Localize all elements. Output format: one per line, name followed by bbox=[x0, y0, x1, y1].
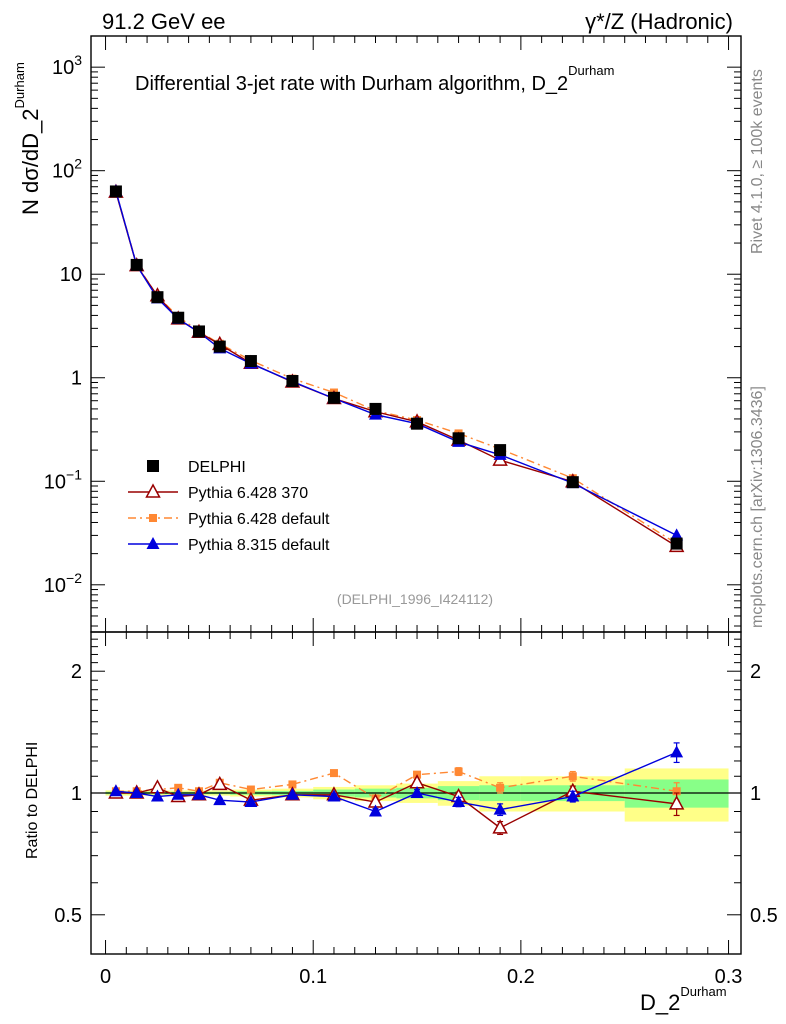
legend-marker bbox=[145, 483, 161, 498]
ratio-point-p8_default bbox=[410, 786, 424, 798]
ratio-point-p8_default bbox=[192, 787, 206, 800]
ratio-point-p8_default bbox=[285, 787, 299, 800]
ratio-point-p8_default bbox=[109, 784, 123, 797]
x-tick-label: 0.1 bbox=[299, 966, 327, 988]
main-y-axis-label-main: N dσ/dD_2 bbox=[18, 108, 43, 215]
ratio-point-p6_default bbox=[568, 772, 577, 781]
x-tick-label: 0 bbox=[100, 966, 111, 988]
data-point-data bbox=[213, 340, 226, 353]
ratio-point-p8_default bbox=[244, 795, 258, 808]
data-point-data bbox=[327, 391, 340, 404]
ratio-point-p6_default bbox=[329, 769, 338, 778]
ratio-point-p8_default bbox=[213, 793, 227, 806]
ratio-point-p8_default bbox=[493, 802, 507, 815]
ratio-y-tick-label-left: 2 bbox=[71, 661, 82, 683]
data-point-data bbox=[411, 417, 424, 430]
legend-item-data: DELPHI bbox=[147, 459, 246, 476]
data-point-data bbox=[172, 311, 185, 324]
data-point-p8_default bbox=[670, 528, 684, 541]
data-point-data bbox=[130, 258, 143, 271]
ratio-y-axis-label: Ratio to DELPHI bbox=[24, 742, 41, 859]
ratio-plot-panel: 2 2 1 1 0.5 0.5 0 0.1 0.2 0.3 Ratio to DELPHI D_… bbox=[24, 631, 778, 1015]
legend-marker bbox=[149, 514, 157, 522]
rivet-version-label: Rivet 4.1.0, ≥ 100k events bbox=[749, 69, 766, 254]
ratio-y-axis: 2 2 1 1 0.5 0.5 bbox=[54, 631, 778, 955]
ratio-point-p8_default bbox=[171, 787, 185, 800]
ratio-y-tick-label-right: 0.5 bbox=[750, 905, 778, 927]
ratio-y-tick-label-right: 2 bbox=[750, 661, 761, 683]
x-axis-label: D_2Durham bbox=[640, 984, 727, 1015]
ratio-point-p8_default bbox=[150, 789, 164, 802]
y-tick-label: 103 bbox=[52, 52, 82, 79]
analysis-id-watermark: (DELPHI_1996_I424112) bbox=[337, 591, 493, 607]
header-process-label: γ*/Z (Hadronic) bbox=[585, 9, 733, 34]
data-point-data bbox=[109, 185, 122, 198]
legend-label: Pythia 8.315 default bbox=[188, 537, 330, 554]
main-plot-title-main: Differential 3-jet rate with Durham algo… bbox=[135, 73, 568, 95]
mcplots-label: mcplots.cern.ch [arXiv:1306.3436] bbox=[749, 386, 766, 628]
main-plot-title: Differential 3-jet rate with Durham algo… bbox=[135, 63, 614, 95]
data-point-data bbox=[369, 402, 382, 415]
data-point-data bbox=[244, 355, 257, 368]
legend-marker bbox=[147, 460, 159, 472]
ratio-point-p8_default bbox=[670, 745, 684, 758]
legend-label: DELPHI bbox=[188, 459, 246, 476]
data-point-data bbox=[452, 432, 465, 445]
legend-item-p8_default: Pythia 8.315 default bbox=[128, 537, 330, 554]
ratio-plot-content bbox=[91, 742, 741, 836]
ratio-point-p8_default bbox=[327, 789, 341, 802]
legend-label: Pythia 6.428 370 bbox=[188, 485, 308, 502]
ratio-point-p6_default bbox=[454, 767, 463, 776]
ratio-point-p6_370 bbox=[492, 819, 508, 834]
legend: DELPHI Pythia 6.428 370 Pythia 6.428 defau… bbox=[128, 459, 330, 554]
legend-marker bbox=[146, 537, 160, 549]
main-y-axis-label-superscript: Durham bbox=[12, 62, 27, 108]
ratio-y-tick-label-left: 1 bbox=[71, 783, 82, 805]
x-axis-label-main: D_2 bbox=[640, 990, 680, 1015]
y-tick-label: 10 bbox=[60, 264, 82, 286]
main-plot-content bbox=[108, 183, 685, 553]
data-point-data bbox=[566, 476, 579, 489]
ratio-point-p6_370 bbox=[211, 775, 228, 791]
ratio-point-p6_default bbox=[246, 785, 255, 794]
ratio-point-p8_default bbox=[452, 795, 466, 808]
legend-item-p6_370: Pythia 6.428 370 bbox=[128, 483, 308, 502]
ratio-point-p6_default bbox=[288, 780, 297, 789]
x-tick-label: 0.2 bbox=[507, 966, 535, 988]
main-y-axis-label: N dσ/dD_2Durham bbox=[12, 62, 43, 215]
data-point-data bbox=[670, 537, 683, 550]
header-energy-label: 91.2 GeV ee bbox=[102, 9, 226, 34]
ratio-point-p8_default bbox=[369, 804, 383, 817]
ratio-series-p8_default bbox=[109, 742, 684, 817]
ratio-y-tick-label-left: 0.5 bbox=[54, 905, 82, 927]
y-tick-label: 102 bbox=[52, 156, 82, 183]
data-point-data bbox=[151, 291, 164, 304]
x-axis-label-superscript: Durham bbox=[680, 984, 726, 999]
ratio-line-p6_default bbox=[115, 770, 677, 800]
y-tick-label: 10−1 bbox=[44, 466, 82, 493]
legend-label: Pythia 6.428 default bbox=[188, 511, 330, 528]
y-tick-label: 1 bbox=[71, 368, 82, 390]
x-tick-label: 0.3 bbox=[715, 966, 743, 988]
main-plot-title-superscript: Durham bbox=[568, 63, 614, 78]
legend-item-p6_default: Pythia 6.428 default bbox=[128, 511, 330, 528]
ratio-y-tick-label-right: 1 bbox=[750, 783, 761, 805]
x-axis: 0 0.1 0.2 0.3 bbox=[100, 632, 742, 988]
data-point-data bbox=[192, 325, 205, 338]
ratio-point-p6_default bbox=[496, 783, 505, 792]
ratio-point-p6_default bbox=[672, 787, 681, 796]
series-line-p8_default bbox=[115, 190, 677, 537]
data-point-data bbox=[494, 444, 507, 457]
y-tick-label: 10−2 bbox=[44, 570, 82, 597]
ratio-point-p8_default bbox=[130, 786, 144, 798]
data-point-data bbox=[286, 375, 299, 388]
ratio-point-p6_370 bbox=[668, 795, 685, 810]
ratio-point-p8_default bbox=[566, 789, 580, 802]
series-data bbox=[109, 185, 683, 550]
